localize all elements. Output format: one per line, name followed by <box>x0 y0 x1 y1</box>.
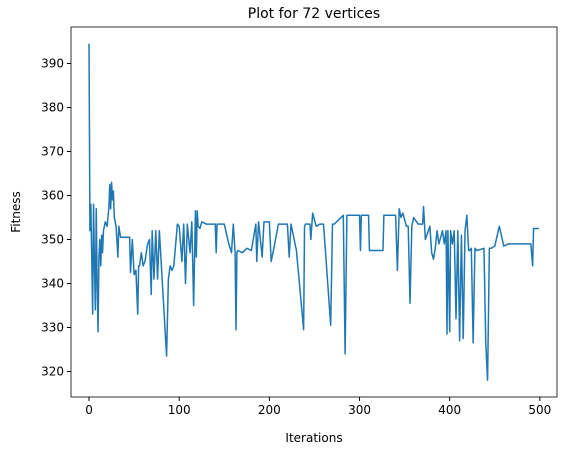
y-tick-label: 320 <box>41 364 64 378</box>
x-tick-label: 500 <box>528 403 551 417</box>
y-tick-label: 330 <box>41 320 64 334</box>
chart-title: Plot for 72 vertices <box>248 6 380 22</box>
y-axis-label: Fitness <box>9 191 23 233</box>
y-tick-label: 380 <box>41 101 64 115</box>
x-axis-label: Iterations <box>285 431 342 445</box>
y-tick-label: 390 <box>41 57 64 71</box>
x-tick-label: 300 <box>348 403 371 417</box>
plot-frame <box>70 26 558 398</box>
x-tick-label: 100 <box>168 403 191 417</box>
y-tick-label: 370 <box>41 145 64 159</box>
y-tick-label: 350 <box>41 232 64 246</box>
x-tick-label: 0 <box>85 403 93 417</box>
x-tick-label: 200 <box>258 403 281 417</box>
line <box>88 43 539 382</box>
x-tick-label: 400 <box>438 403 461 417</box>
y-tick-label: 360 <box>41 189 64 203</box>
y-tick-label: 340 <box>41 276 64 290</box>
